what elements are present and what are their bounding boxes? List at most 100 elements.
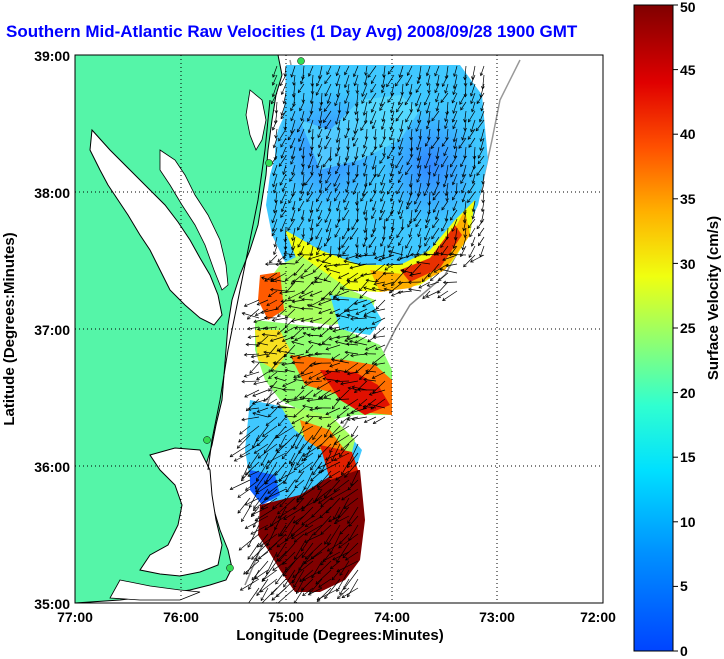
velocity-arrow: [241, 506, 251, 522]
velocity-arrowhead: [468, 118, 472, 123]
velocity-arrowhead: [362, 112, 367, 116]
velocity-arrow: [365, 227, 368, 241]
velocity-arrowhead: [282, 573, 287, 577]
velocity-arrowhead: [256, 477, 260, 482]
velocity-arrow: [339, 281, 350, 290]
velocity-arrowhead: [323, 494, 328, 499]
velocity-arrowhead: [467, 136, 472, 140]
velocity-arrowhead: [328, 253, 333, 258]
velocity-arrow: [421, 272, 431, 282]
velocity-arrow: [256, 371, 269, 380]
velocity-arrowhead: [424, 143, 429, 147]
velocity-arrow: [280, 191, 287, 204]
velocity-arrow: [274, 470, 296, 483]
velocity-arrowhead: [346, 171, 351, 176]
velocity-arrowhead: [348, 523, 353, 527]
velocity-arrow: [280, 209, 287, 218]
velocity-arrowhead: [448, 252, 452, 257]
velocity-arrowhead: [290, 73, 294, 78]
velocity-arrow: [446, 101, 449, 115]
velocity-arrow: [241, 416, 260, 421]
velocity-arrowhead: [362, 304, 366, 308]
velocity-arrow: [402, 218, 404, 230]
velocity-arrowhead: [397, 138, 401, 143]
velocity-arrow: [432, 218, 440, 228]
velocity-arrow: [418, 281, 431, 289]
velocity-arrow: [477, 155, 485, 164]
velocity-arrow: [480, 137, 485, 151]
velocity-arrow: [290, 137, 296, 149]
velocity-arrow: [351, 218, 359, 230]
velocity-arrow: [427, 74, 431, 86]
velocity-arrow: [433, 164, 440, 177]
velocity-arrow: [310, 227, 314, 241]
velocity-arrow: [398, 191, 404, 203]
velocity-arrow: [462, 236, 467, 250]
velocity-arrow: [256, 425, 269, 442]
chesapeake-bay: [89, 128, 223, 326]
velocity-arrow: [297, 236, 305, 248]
velocity-arrowhead: [296, 128, 301, 133]
velocity-arrowhead: [297, 244, 301, 248]
velocity-arrowhead: [323, 264, 328, 269]
velocity-arrowhead: [278, 163, 283, 167]
velocity-arrow: [318, 308, 332, 314]
velocity-arrow: [244, 389, 260, 398]
velocity-arrowhead: [346, 313, 351, 318]
velocity-arrowhead: [292, 520, 297, 524]
velocity-arrow: [396, 182, 404, 194]
velocity-arrow: [470, 83, 476, 97]
velocity-arrowhead: [328, 158, 333, 162]
velocity-arrowhead: [251, 556, 255, 560]
velocity-arrow: [245, 497, 260, 506]
velocity-arrowhead: [347, 520, 351, 524]
velocity-arrow: [365, 110, 368, 124]
velocity-arrow: [469, 227, 476, 237]
velocity-arrowhead: [295, 260, 299, 264]
velocity-arrow: [406, 200, 413, 210]
velocity-arrow: [282, 182, 287, 192]
velocity-arrowhead: [264, 526, 268, 531]
velocity-arrowhead: [431, 117, 435, 122]
velocity-arrow: [344, 128, 350, 139]
velocity-arrowhead: [295, 433, 299, 437]
velocity-arrowhead: [344, 206, 348, 211]
velocity-arrowhead: [346, 464, 351, 469]
velocity-arrowhead: [250, 354, 255, 359]
velocity-arrowhead: [300, 275, 304, 279]
velocity-arrowhead: [476, 225, 480, 230]
velocity-arrow: [241, 461, 251, 479]
velocity-arrow: [317, 434, 332, 450]
velocity-arrowhead: [368, 182, 373, 186]
velocity-arrow: [360, 191, 368, 202]
velocity-arrowhead: [470, 108, 475, 113]
velocity-arrow: [414, 245, 422, 258]
velocity-arrowhead: [470, 243, 475, 247]
velocity-arrowhead: [351, 417, 356, 421]
velocity-arrowhead: [362, 145, 367, 149]
velocity-arrowhead: [479, 147, 483, 152]
velocity-arrow: [417, 182, 422, 197]
velocity-arrowhead: [380, 243, 384, 247]
velocity-arrow: [451, 218, 458, 232]
velocity-arrow: [396, 254, 413, 261]
velocity-arrow: [285, 308, 296, 319]
velocity-arrowhead: [280, 91, 285, 96]
velocity-arrowhead: [347, 593, 351, 598]
velocity-arrowhead: [416, 80, 421, 85]
velocity-arrow: [307, 334, 323, 337]
velocity-arrowhead: [318, 416, 322, 420]
velocity-arrow: [384, 288, 395, 292]
velocity-arrowhead: [283, 126, 288, 131]
y-axis-label: Latitude (Degrees:Minutes): [1, 232, 18, 425]
velocity-arrowhead: [300, 171, 305, 176]
velocity-arrowhead: [317, 342, 321, 347]
velocity-arrow: [328, 200, 332, 212]
velocity-arrow: [352, 386, 368, 391]
velocity-arrowhead: [334, 368, 339, 373]
velocity-arrowhead: [271, 232, 275, 237]
velocity-arrow: [477, 146, 485, 159]
velocity-arrowhead: [237, 494, 242, 498]
velocity-arrow: [383, 65, 386, 78]
